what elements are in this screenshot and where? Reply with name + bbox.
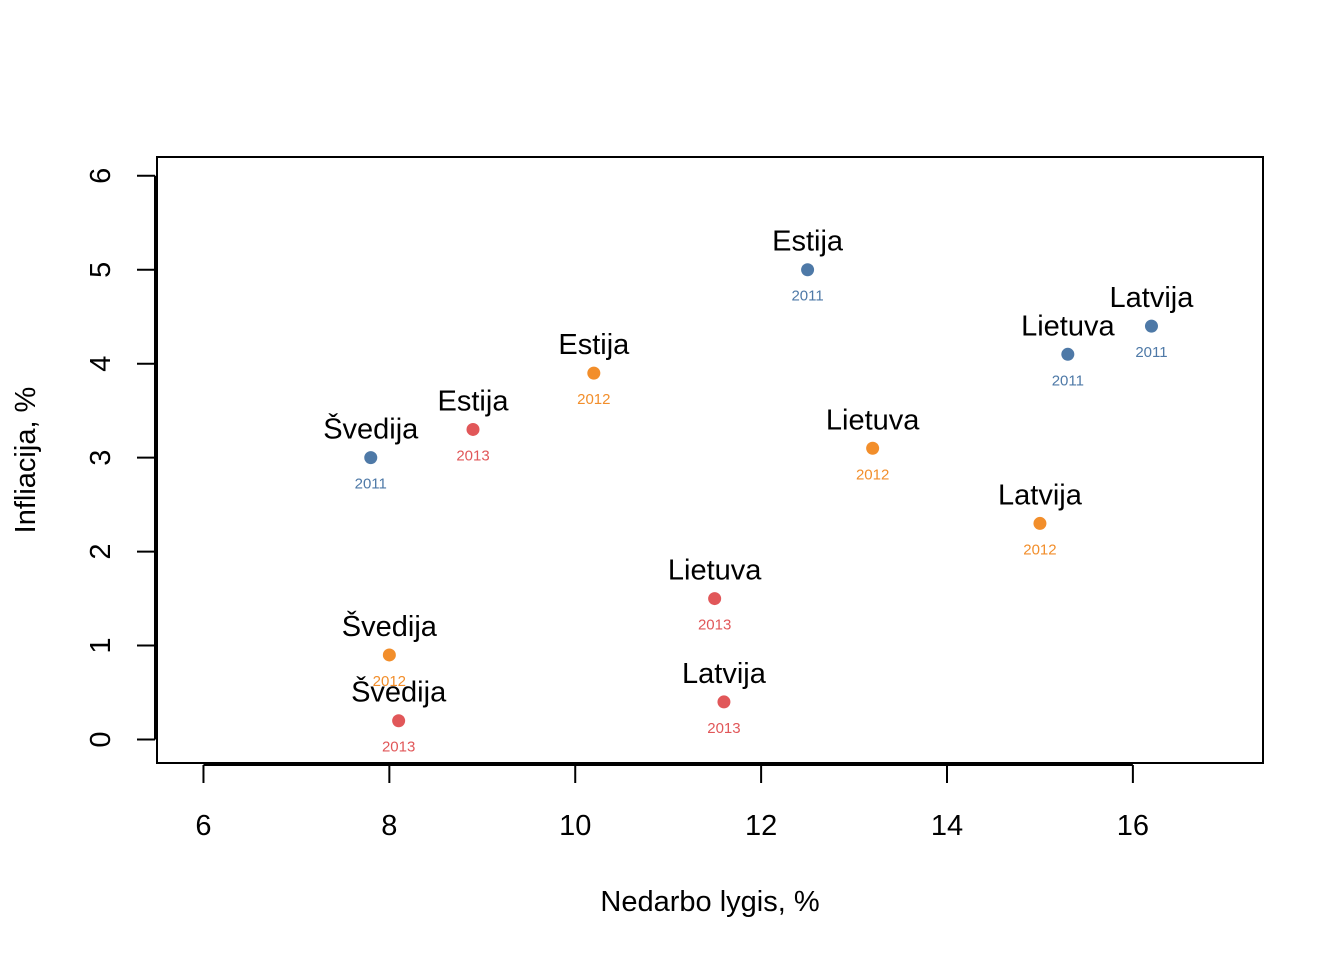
data-point: [382, 648, 396, 662]
point-label: Lietuva: [1021, 310, 1115, 342]
point-label: Estija: [558, 329, 630, 361]
x-tick-label: 8: [381, 810, 397, 842]
data-point: [717, 695, 731, 709]
series-2013: Švedija 2013 Estija 2013 Lietuva 2013 Latvija 2…: [351, 385, 767, 755]
y-axis-title: Infliacija, %: [10, 387, 42, 534]
point-label: Latvija: [682, 658, 767, 690]
point-label: Lietuva: [826, 404, 920, 436]
year-label: 2011: [355, 476, 387, 493]
y-axis: 0 1 2 3 4 5 6: [85, 168, 156, 748]
data-points: Švedija 2011 Estija 2011 Lietuva 2011 Latvija 2…: [323, 226, 1194, 756]
x-axis-title: Nedarbo lygis, %: [600, 886, 819, 918]
data-point: [392, 714, 406, 728]
x-tick-label: 14: [931, 810, 963, 842]
year-label: 2011: [1052, 372, 1084, 389]
y-tick-label: 6: [85, 168, 117, 184]
plot-frame: [156, 156, 1264, 764]
x-axis: 6 8 10 12 14 16: [195, 764, 1149, 842]
point-label: Švedija: [342, 609, 438, 643]
y-tick-label: 4: [85, 356, 117, 372]
y-tick-label: 3: [85, 450, 117, 466]
data-point: [1061, 347, 1075, 361]
point-label: Latvija: [998, 479, 1083, 511]
data-point: [1144, 319, 1158, 333]
year-label: 2011: [791, 288, 823, 305]
y-tick-label: 0: [85, 731, 117, 747]
data-point: [1033, 516, 1047, 530]
year-label: 2013: [382, 739, 415, 756]
year-label: 2012: [373, 673, 406, 690]
point-label: Švedija: [323, 412, 419, 446]
data-point: [466, 422, 480, 436]
point-label: Švedija: [351, 675, 447, 709]
y-tick-label: 1: [85, 637, 117, 653]
year-label: 2013: [707, 720, 740, 737]
point-label: Lietuva: [668, 555, 762, 587]
year-label: 2013: [456, 447, 489, 464]
year-label: 2012: [577, 391, 610, 408]
point-label: Estija: [438, 385, 510, 417]
year-label: 2013: [698, 617, 731, 634]
point-label: Estija: [772, 226, 844, 258]
x-tick-label: 6: [195, 810, 211, 842]
data-point: [801, 263, 815, 277]
data-point: [866, 441, 880, 455]
point-label: Latvija: [1110, 282, 1195, 314]
x-tick-label: 12: [745, 810, 777, 842]
year-label: 2011: [1135, 344, 1167, 361]
series-2012: Švedija 2012 Estija 2012 Lietuva 2012 Latvija 2…: [342, 329, 1083, 690]
y-tick-label: 5: [85, 262, 117, 278]
series-2011: Švedija 2011 Estija 2011 Lietuva 2011 Latvija 2…: [323, 226, 1194, 493]
year-label: 2012: [856, 466, 889, 483]
x-tick-label: 10: [559, 810, 591, 842]
y-tick-label: 2: [85, 544, 117, 560]
data-point: [708, 592, 722, 606]
data-point: [587, 366, 601, 380]
data-point: [364, 451, 378, 465]
year-label: 2012: [1023, 541, 1056, 558]
x-tick-label: 16: [1117, 810, 1149, 842]
